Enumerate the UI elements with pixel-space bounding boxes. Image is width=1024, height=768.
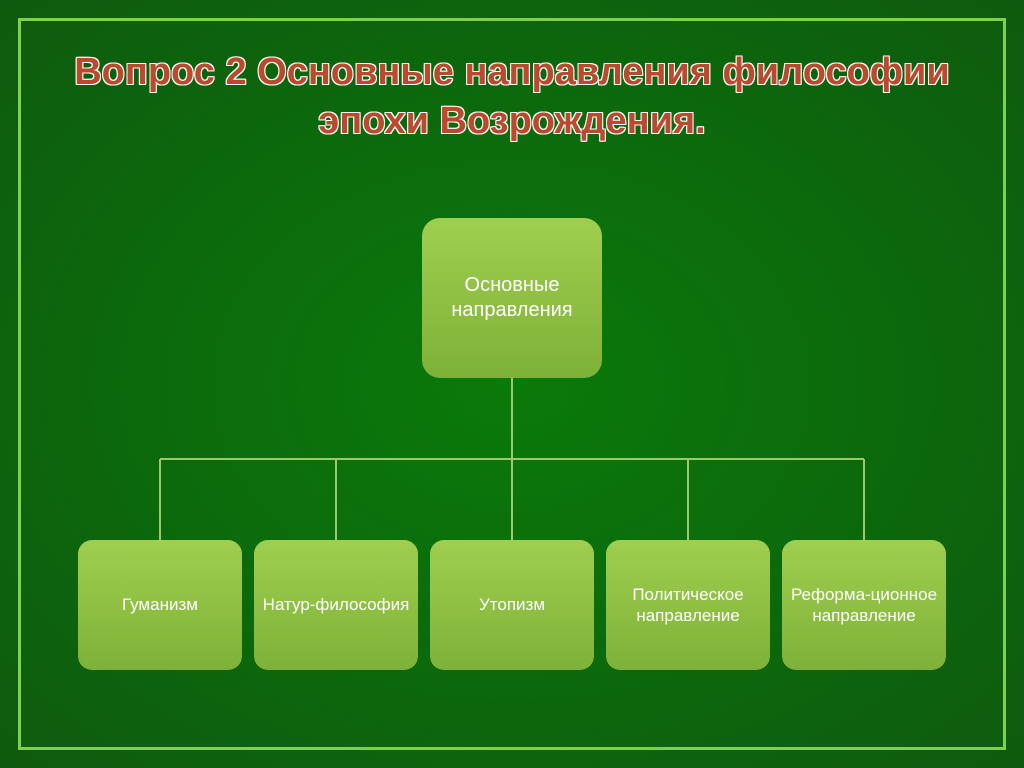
child-node-1: Натур-философия	[254, 540, 418, 670]
slide-inner: Вопрос 2 Основные направления философии …	[18, 18, 1006, 750]
children-row: Гуманизм Натур-философия Утопизм Политич…	[78, 540, 946, 670]
child-node-4: Реформа-ционное направление	[782, 540, 946, 670]
child-node-3: Политическое направление	[606, 540, 770, 670]
root-label: Основные направления	[432, 273, 592, 323]
child-label: Натур-философия	[263, 594, 410, 615]
child-node-2: Утопизм	[430, 540, 594, 670]
child-label: Политическое направление	[614, 584, 762, 627]
slide: Вопрос 2 Основные направления философии …	[0, 0, 1024, 768]
child-label: Утопизм	[479, 594, 545, 615]
title-text: Вопрос 2 Основные направления философии …	[74, 51, 950, 142]
root-node: Основные направления	[422, 218, 602, 378]
org-diagram: Основные направления Гуманизм Натур-фило…	[78, 218, 946, 690]
child-label: Реформа-ционное направление	[790, 584, 938, 627]
child-node-0: Гуманизм	[78, 540, 242, 670]
child-label: Гуманизм	[122, 594, 198, 615]
slide-title: Вопрос 2 Основные направления философии …	[18, 48, 1006, 147]
